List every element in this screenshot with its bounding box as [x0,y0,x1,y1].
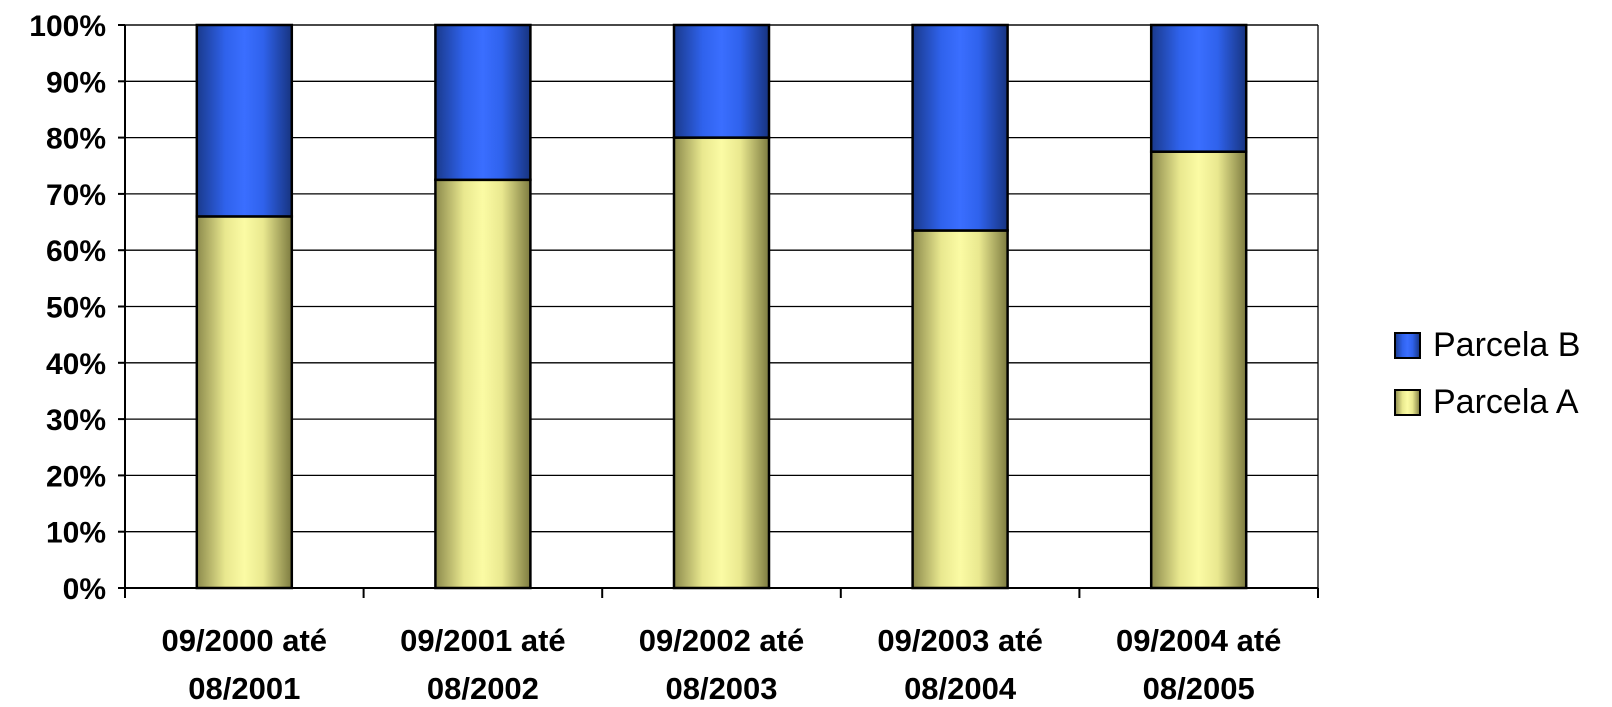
bar-parcela-b [911,23,1009,232]
y-tick-label: 70% [46,179,106,212]
bar-parcela-b [1149,23,1248,153]
legend: Parcela B Parcela A [1394,326,1580,421]
legend-label: Parcela B [1433,326,1580,364]
bar-parcela-b [672,23,771,139]
legend-entry: Parcela B [1394,326,1580,364]
y-tick-label: 80% [46,123,106,156]
legend-swatch [1394,389,1421,416]
bar-parcela-a [195,215,294,590]
bars [195,23,1248,590]
x-tick-label-line: 08/2003 [665,671,777,706]
legend-label: Parcela A [1433,383,1579,421]
bar-parcela-a [1149,150,1248,590]
bar-parcela-b [195,23,294,218]
legend-entry: Parcela A [1394,383,1579,421]
x-tick-label: 09/2002 até 08/2003 [639,623,804,706]
y-tick-label: 100% [29,10,106,43]
x-tick-label-line: 09/2002 até [639,623,804,658]
y-tick-label: 50% [46,292,106,325]
x-tick-label: 09/2004 até 08/2005 [1116,623,1281,706]
x-tick-label: 09/2000 até 08/2001 [162,623,327,706]
axes [118,24,1319,598]
x-tick-label-line: 09/2000 até [162,623,327,658]
y-tick-label: 90% [46,66,106,99]
bar-parcela-a [911,229,1009,590]
x-tick-label-line: 08/2005 [1143,671,1255,706]
x-tick-label: 09/2003 até 08/2004 [877,623,1042,706]
bar-parcela-a [434,178,532,590]
y-tick-label: 0% [63,573,106,606]
y-tick-label: 10% [46,517,106,550]
y-axis-tick-labels: 0% 10% 20% 30% 40% 50% 60% 70% 80% 90% 100% [29,10,106,606]
bar-parcela-a [672,136,771,590]
x-tick-label-line: 08/2002 [427,671,539,706]
x-tick-label-line: 08/2004 [904,671,1017,706]
bar-parcela-b [434,23,532,182]
x-tick-label-line: 09/2001 até [400,623,565,658]
x-tick-label: 09/2001 até 08/2002 [400,623,565,706]
y-tick-label: 30% [46,404,106,437]
x-tick-label-line: 09/2003 até [877,623,1042,658]
y-tick-label: 20% [46,460,106,493]
y-tick-label: 40% [46,348,106,381]
y-tick-label: 60% [46,235,106,268]
legend-swatch [1394,332,1421,359]
x-tick-label-line: 08/2001 [188,671,300,706]
x-tick-label-line: 09/2004 até [1116,623,1281,658]
